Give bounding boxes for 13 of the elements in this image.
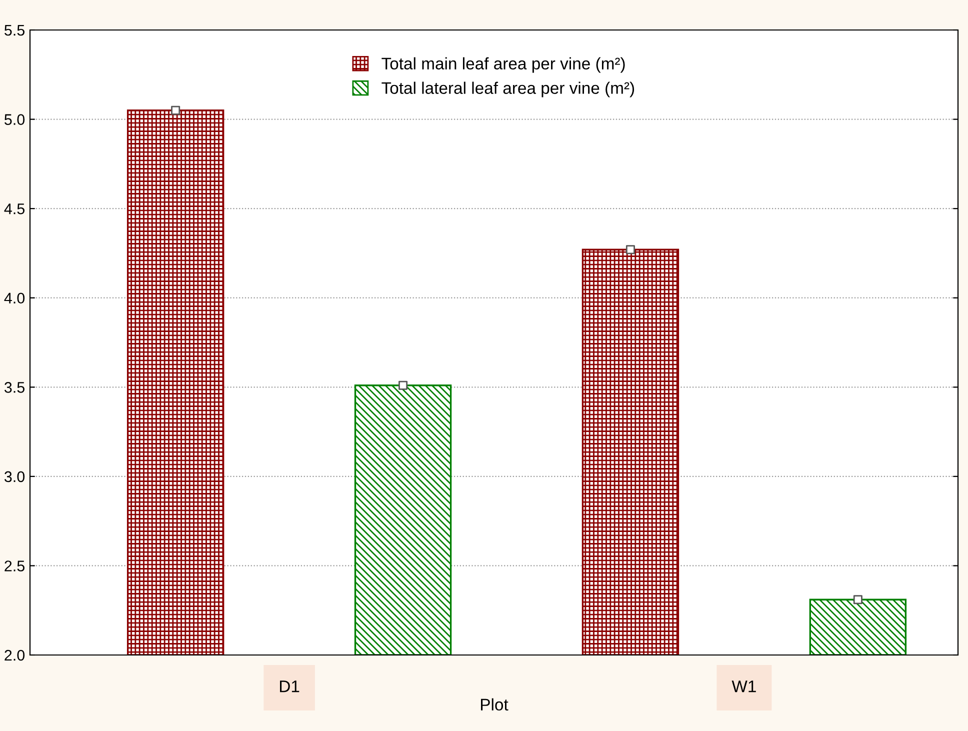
- y-tick-label: 2.5: [4, 560, 24, 572]
- x-axis-title: Plot: [481, 698, 508, 711]
- legend-label: Total lateral leaf area per vine (m²): [382, 82, 634, 98]
- legend-label: Total main leaf area per vine (m²): [382, 57, 625, 73]
- y-tick-label: 4.0: [4, 292, 25, 304]
- x-tick-label: W1: [732, 680, 756, 692]
- y-tick-label: 3.5: [4, 382, 24, 393]
- y-tick-label: 5.0: [4, 114, 25, 125]
- y-tick-label: 2.0: [4, 650, 25, 661]
- x-tick-label: D1: [280, 680, 300, 692]
- y-tick-label: 4.5: [4, 204, 24, 214]
- y-tick-label: 5.5: [4, 25, 24, 36]
- y-tick-label: 3.0: [4, 471, 25, 482]
